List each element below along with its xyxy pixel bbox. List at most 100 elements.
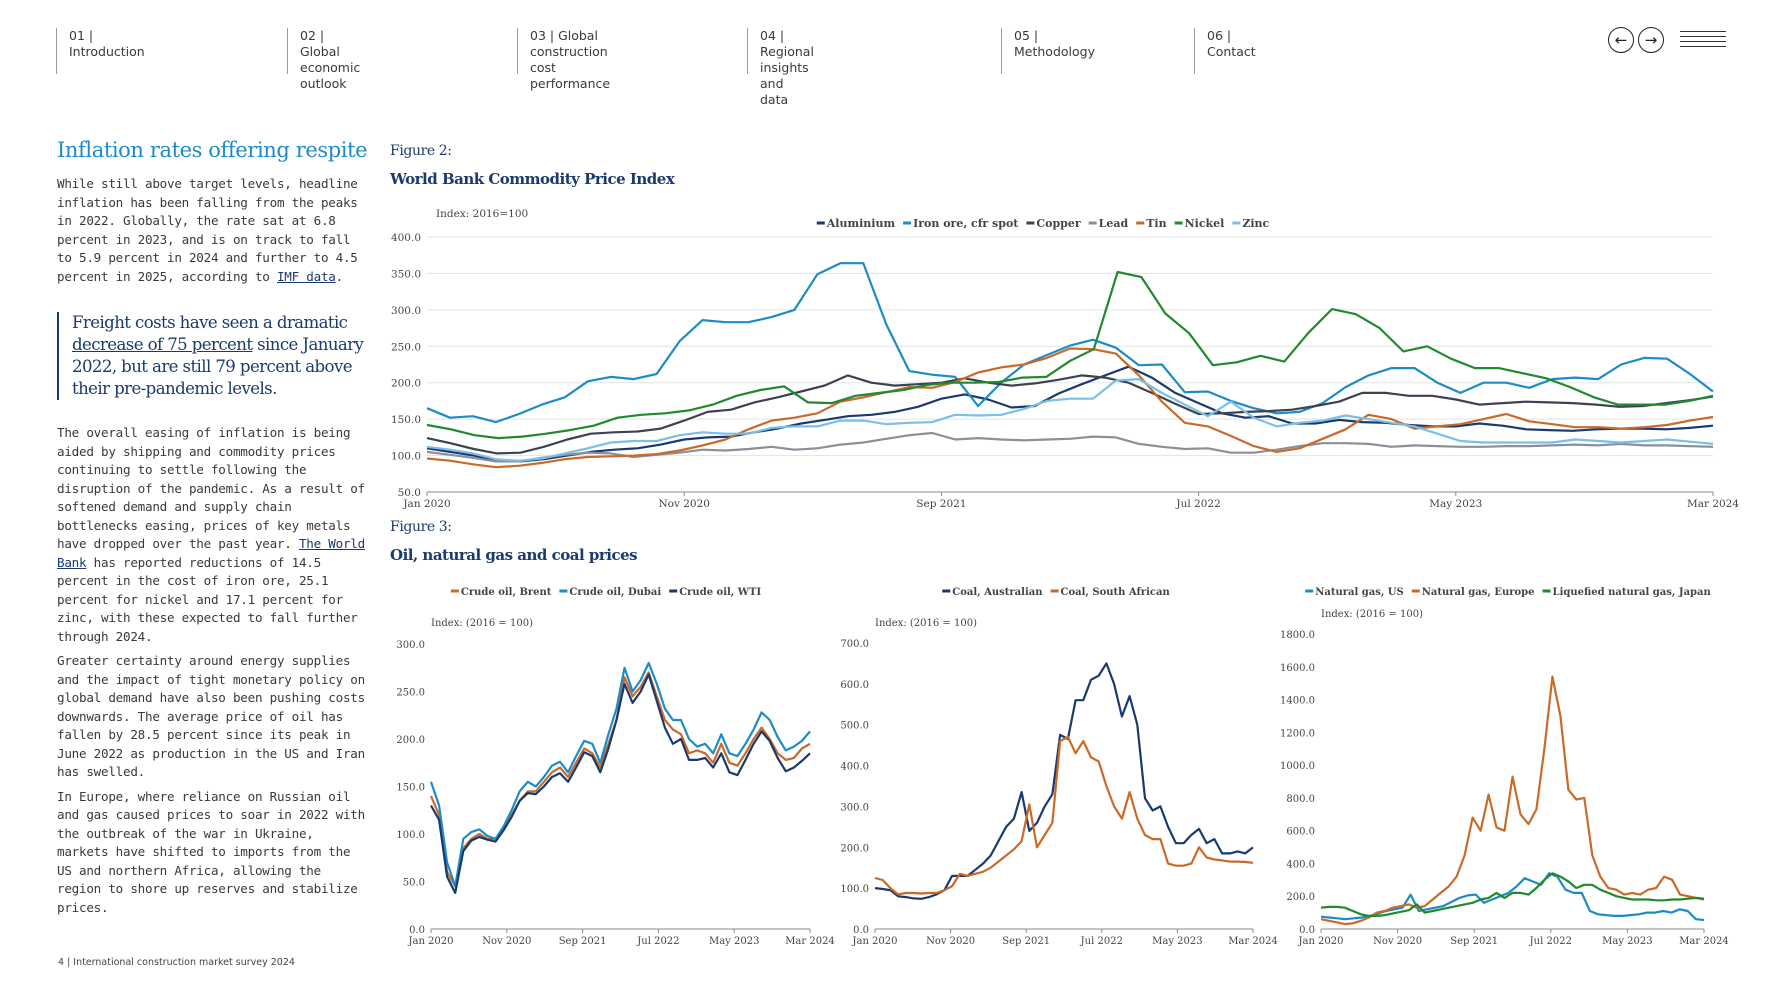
x-tick-label: Jul 2022 xyxy=(1175,498,1220,510)
x-tick-label: Jul 2022 xyxy=(1529,936,1572,947)
chart-legend: Aluminium Iron ore, cfr spot Copper Lead Tin… xyxy=(816,217,1270,230)
legend-label: Lead xyxy=(1099,217,1129,230)
y-tick-label: 100.0 xyxy=(396,830,425,841)
y-tick-label: 1800.0 xyxy=(1280,630,1315,641)
x-tick-label: Nov 2020 xyxy=(926,936,975,947)
legend-label: Iron ore, cfr spot xyxy=(913,217,1019,230)
nav-item-global-economic-outlook[interactable]: 02 | Global economic outlook xyxy=(287,28,360,91)
y-axis-label: Index: 2016=100 xyxy=(436,208,528,220)
y-tick-label: 400.0 xyxy=(391,232,421,244)
series-line-crude-oil-wti xyxy=(430,673,811,895)
series-line-natural-gas-europe xyxy=(1320,675,1705,926)
x-tick-label: Sep 2021 xyxy=(1002,936,1050,947)
nav-item-label: 01 | Introduction xyxy=(69,28,145,59)
legend-label: Copper xyxy=(1036,217,1080,230)
y-tick-label: 200.0 xyxy=(1286,892,1315,903)
y-tick-label: 800.0 xyxy=(1286,794,1315,805)
series-line-copper xyxy=(426,374,1714,455)
x-tick-label: Sep 2021 xyxy=(1450,936,1498,947)
x-tick-label: Mar 2024 xyxy=(1679,936,1729,947)
arrow-left-icon: ← xyxy=(1614,31,1628,49)
easing-paragraph: The overall easing of inflation is being… xyxy=(57,424,371,646)
legend-label: Zinc xyxy=(1242,217,1269,230)
y-tick-label: 700.0 xyxy=(840,639,869,650)
quote-text-end: since January 2022, but are still 79 per… xyxy=(72,335,364,398)
hamburger-menu-icon xyxy=(1680,31,1726,47)
chart-legend: Natural gas, US Natural gas, Europe Liquef… xyxy=(1305,587,1712,598)
nav-item-label: 06 | Contact xyxy=(1207,28,1256,59)
x-tick-label: Jul 2022 xyxy=(636,936,679,947)
y-tick-label: 300.0 xyxy=(396,640,425,651)
world-bank-link[interactable]: The World Bank xyxy=(57,536,365,570)
y-tick-label: 600.0 xyxy=(1286,827,1315,838)
section-heading: Inflation rates offering respite xyxy=(57,138,368,162)
y-tick-label: 50.0 xyxy=(398,487,421,499)
intro-text-end: . xyxy=(335,268,344,284)
y-tick-label: 300.0 xyxy=(391,305,421,317)
legend-label: Crude oil, Brent xyxy=(461,587,552,598)
intro-paragraph: While still above target levels, headlin… xyxy=(57,175,371,286)
y-tick-label: 500.0 xyxy=(840,721,869,732)
europe-paragraph: In Europe, where reliance on Russian oil… xyxy=(57,788,365,915)
nav-item-introduction[interactable]: 01 | Introduction xyxy=(56,28,145,74)
x-tick-label: May 2023 xyxy=(1429,498,1482,510)
page-footer: 4 | International construction market su… xyxy=(58,957,295,968)
x-tick-label: May 2023 xyxy=(1152,936,1202,947)
x-tick-label: Jan 2020 xyxy=(1297,936,1343,947)
nav-item-label: 05 | Methodology xyxy=(1014,28,1095,59)
legend-label: Liquefied natural gas, Japan xyxy=(1553,587,1712,598)
series-line-aluminium xyxy=(426,365,1714,463)
pull-quote: Freight costs have seen a dramatic decre… xyxy=(57,312,371,400)
nav-item-methodology[interactable]: 05 | Methodology xyxy=(1001,28,1095,74)
legend-label: Crude oil, Dubai xyxy=(569,587,661,598)
y-tick-label: 400.0 xyxy=(840,762,869,773)
series-line-lead xyxy=(426,431,1714,463)
x-tick-label: Mar 2024 xyxy=(785,936,835,947)
y-tick-label: 50.0 xyxy=(403,878,425,889)
x-tick-label: Nov 2020 xyxy=(658,498,710,510)
x-tick-label: Nov 2020 xyxy=(1373,936,1422,947)
energy-paragraph: Greater certainty around energy supplies… xyxy=(57,653,365,779)
y-axis-label: Index: (2016 = 100) xyxy=(875,618,977,629)
figure-2-title: World Bank Commodity Price Index xyxy=(390,170,675,188)
y-axis-label: Index: (2016 = 100) xyxy=(431,618,533,629)
x-tick-label: May 2023 xyxy=(709,936,759,947)
figure-3-label: Figure 3: xyxy=(390,519,452,535)
legend-label: Coal, South African xyxy=(1061,587,1171,598)
series-line-coal-south-african xyxy=(874,735,1254,896)
easing-text-end: has reported reductions of 14.5 percent … xyxy=(57,554,358,644)
y-tick-label: 0.0 xyxy=(853,925,869,936)
x-tick-label: Mar 2024 xyxy=(1228,936,1278,947)
legend-label: Nickel xyxy=(1185,217,1225,230)
x-tick-label: May 2023 xyxy=(1602,936,1652,947)
y-tick-label: 1600.0 xyxy=(1280,663,1315,674)
y-tick-label: 1200.0 xyxy=(1280,728,1315,739)
legend-label: Tin xyxy=(1146,217,1166,230)
freight-decrease-link[interactable]: decrease of 75 percent xyxy=(72,335,253,354)
figure-3-title: Oil, natural gas and coal prices xyxy=(390,546,638,564)
nav-item-contact[interactable]: 06 | Contact xyxy=(1194,28,1256,74)
y-tick-label: 1400.0 xyxy=(1280,696,1315,707)
next-page-button[interactable]: → xyxy=(1638,27,1664,53)
y-tick-label: 200.0 xyxy=(396,735,425,746)
nav-item-label: 02 | Global economic outlook xyxy=(300,28,361,91)
previous-page-button[interactable]: ← xyxy=(1608,27,1634,53)
series-line-liquefied-natural-gas-japan xyxy=(1320,872,1705,918)
y-axis-label: Index: (2016 = 100) xyxy=(1321,609,1423,620)
nav-item-global-construction-cost[interactable]: 03 | Global construction cost performanc… xyxy=(517,28,610,91)
series-line-nickel xyxy=(426,270,1714,440)
y-tick-label: 0.0 xyxy=(1299,925,1315,936)
x-tick-label: Nov 2020 xyxy=(482,936,531,947)
y-tick-label: 1000.0 xyxy=(1280,761,1315,772)
y-tick-label: 350.0 xyxy=(391,268,421,280)
x-tick-label: Mar 2024 xyxy=(1687,498,1739,510)
menu-button[interactable] xyxy=(1680,31,1726,53)
nav-item-regional-insights[interactable]: 04 | Regional insights and data xyxy=(747,28,814,107)
y-tick-label: 250.0 xyxy=(391,341,421,353)
imf-data-link[interactable]: IMF data xyxy=(276,268,336,284)
nav-item-label: 04 | Regional insights and data xyxy=(760,28,814,107)
y-tick-label: 0.0 xyxy=(409,925,425,936)
